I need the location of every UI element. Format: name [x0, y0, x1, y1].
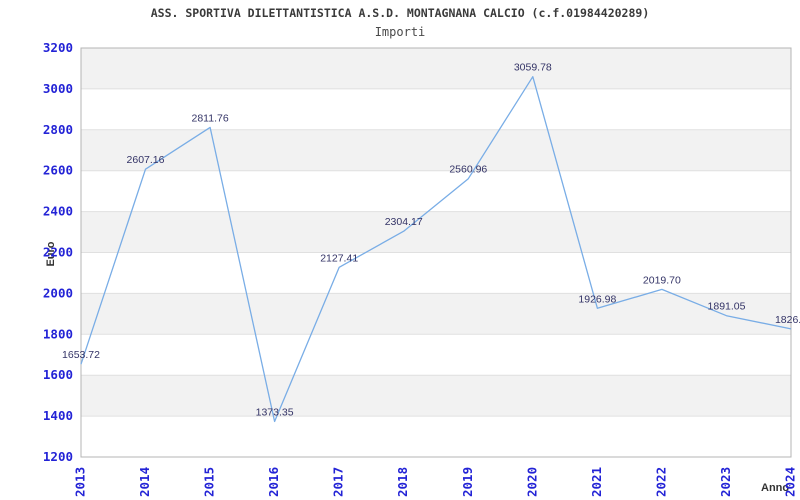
plot-band [81, 211, 791, 253]
plot-band [81, 416, 791, 457]
data-label: 2304.17 [385, 216, 423, 228]
y-tick-label: 2800 [43, 122, 73, 137]
data-label: 1653.72 [62, 349, 100, 361]
y-tick-label: 2200 [43, 245, 73, 260]
plot-band [81, 293, 791, 335]
data-label: 1891.05 [708, 301, 746, 313]
y-tick-label: 1200 [43, 449, 73, 464]
y-tick-label: 3000 [43, 81, 73, 96]
y-tick-label: 1400 [43, 408, 73, 423]
chart-title: ASS. SPORTIVA DILETTANTISTICA A.S.D. MON… [150, 6, 650, 20]
data-label: 2607.16 [127, 154, 165, 166]
x-axis-title: Anno [761, 482, 790, 494]
plot-band [81, 252, 791, 294]
x-tick-label: 2013 [73, 467, 88, 497]
series-line [80, 76, 792, 423]
x-tick-label: 2018 [395, 467, 410, 497]
data-label: 2019.70 [643, 274, 681, 286]
x-tick-label: 2020 [524, 467, 539, 497]
y-tick-label: 2000 [43, 285, 73, 300]
x-tick-label: 2023 [718, 467, 733, 497]
plot-band [81, 48, 791, 89]
x-tick-label: 2017 [331, 467, 346, 497]
plot-band [81, 334, 791, 376]
chart-subtitle: Importi [374, 25, 426, 39]
y-tick-label: 1600 [43, 367, 73, 382]
y-tick-label: 2600 [43, 163, 73, 178]
x-tick-label: 2022 [653, 467, 668, 497]
x-tick-label: 2014 [137, 467, 152, 497]
y-tick-label: 3200 [43, 40, 73, 55]
x-tick-label: 2024 [783, 467, 798, 497]
data-label: 1373.35 [256, 407, 294, 419]
plot-band [81, 129, 791, 171]
plot-border [80, 47, 792, 458]
x-tick-label: 2015 [202, 467, 217, 497]
data-label: 2127.41 [320, 252, 358, 264]
data-label: 3059.78 [514, 62, 552, 74]
x-tick-label: 2019 [460, 467, 475, 497]
data-label: 2811.76 [192, 112, 229, 124]
data-label: 1826.3 [775, 314, 800, 326]
data-label: 1926.98 [578, 293, 616, 305]
data-label: 2560.96 [449, 164, 487, 176]
plot-band [81, 375, 791, 417]
y-tick-label: 2400 [43, 204, 73, 219]
x-tick-label: 2021 [589, 467, 604, 497]
x-tick-label: 2016 [266, 467, 281, 497]
y-tick-label: 1800 [43, 326, 73, 341]
plot-band [81, 88, 791, 130]
